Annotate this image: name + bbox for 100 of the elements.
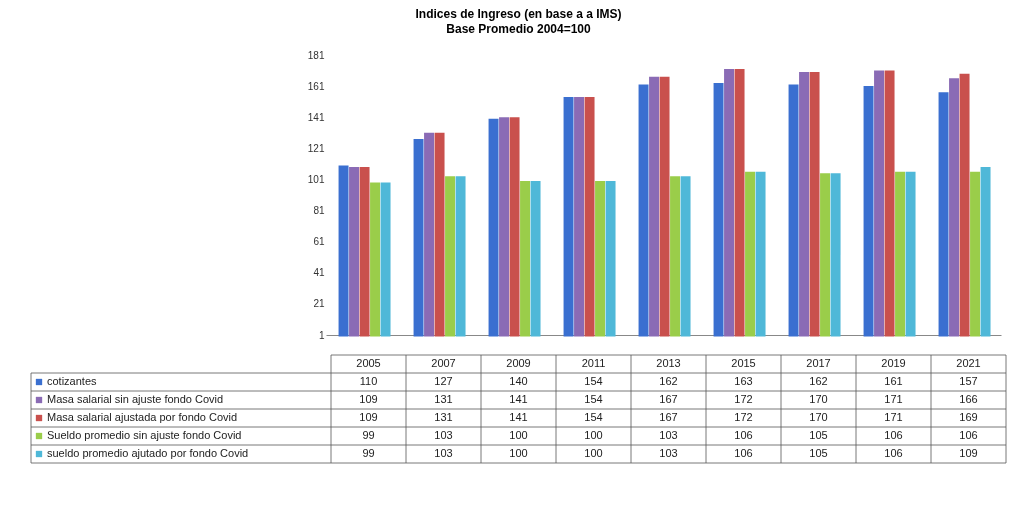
bar <box>659 76 670 337</box>
data-label: 100 <box>509 429 528 441</box>
bar <box>380 182 391 337</box>
bar <box>530 181 541 337</box>
data-label: 109 <box>959 447 978 459</box>
bar <box>595 181 606 337</box>
chart-title: Indices de Ingreso (en base a a IMS) <box>415 7 622 21</box>
x-tick-label: 2009 <box>506 357 531 369</box>
data-label: 162 <box>809 375 828 387</box>
x-tick-label: 2011 <box>581 357 606 369</box>
data-label: 100 <box>584 429 603 441</box>
bar <box>509 117 520 337</box>
y-tick-label: 61 <box>313 236 325 248</box>
data-label: 106 <box>884 447 903 459</box>
bar <box>359 167 370 337</box>
bar <box>574 97 585 337</box>
data-label: 163 <box>734 375 753 387</box>
bar <box>905 171 916 337</box>
data-label: 167 <box>659 411 678 423</box>
bar <box>799 72 810 337</box>
data-label: 103 <box>659 429 678 441</box>
legend-label: Sueldo promedio sin ajuste fondo Covid <box>47 429 242 441</box>
data-label: 172 <box>734 393 753 405</box>
y-tick-label: 181 <box>307 49 325 61</box>
data-label: 166 <box>959 393 978 405</box>
data-label: 100 <box>584 447 603 459</box>
bar <box>884 70 895 337</box>
data-label: 127 <box>434 375 453 387</box>
legend-label: cotizantes <box>47 375 98 387</box>
bar <box>424 132 435 337</box>
data-label: 106 <box>959 429 978 441</box>
y-tick-label: 161 <box>307 80 325 92</box>
data-label: 154 <box>584 411 603 423</box>
data-label: 162 <box>659 375 678 387</box>
bar <box>455 176 466 337</box>
bar <box>563 97 574 337</box>
data-label: 105 <box>809 447 828 459</box>
y-tick-label: 41 <box>313 267 325 279</box>
bar <box>713 83 724 337</box>
bar <box>584 97 595 337</box>
data-label: 106 <box>734 447 753 459</box>
bar <box>970 171 981 337</box>
data-label: 172 <box>734 411 753 423</box>
bar <box>830 173 841 337</box>
data-label: 167 <box>659 393 678 405</box>
bar <box>680 176 691 337</box>
y-tick-label: 81 <box>313 205 325 217</box>
data-label: 105 <box>809 429 828 441</box>
y-tick-label: 101 <box>307 173 325 185</box>
bar <box>434 132 445 337</box>
data-label: 100 <box>509 447 528 459</box>
bar <box>670 176 681 337</box>
data-label: 103 <box>434 429 453 441</box>
bar <box>724 69 735 337</box>
data-label: 154 <box>584 375 603 387</box>
x-tick-label: 2021 <box>956 357 981 369</box>
data-label: 103 <box>434 447 453 459</box>
y-tick-label: 1 <box>318 329 325 341</box>
y-tick-label: 21 <box>313 298 325 310</box>
chart-subtitle: Base Promedio 2004=100 <box>446 22 592 36</box>
y-tick-label: 141 <box>307 111 325 123</box>
data-label: 170 <box>809 393 828 405</box>
data-label: 141 <box>509 393 528 405</box>
x-tick-label: 2007 <box>431 357 456 369</box>
bar <box>745 171 756 337</box>
data-label: 171 <box>884 411 903 423</box>
bar <box>788 84 799 337</box>
bar <box>370 182 381 337</box>
legend-label: sueldo promedio ajutado por fondo Covid <box>47 447 249 459</box>
bar <box>413 139 424 337</box>
data-label: 161 <box>884 375 903 387</box>
data-label: 170 <box>809 411 828 423</box>
bar <box>734 69 745 337</box>
bar <box>895 171 906 337</box>
data-label: 109 <box>359 411 378 423</box>
bar <box>638 84 649 337</box>
bar <box>863 86 874 337</box>
data-label: 141 <box>509 411 528 423</box>
bar <box>649 76 660 337</box>
data-label: 171 <box>884 393 903 405</box>
data-label: 154 <box>584 393 603 405</box>
x-tick-label: 2013 <box>656 357 681 369</box>
bar <box>809 72 820 337</box>
y-tick-label: 121 <box>307 142 325 154</box>
bar <box>949 78 960 337</box>
data-label: 99 <box>362 447 375 459</box>
x-tick-label: 2019 <box>881 357 906 369</box>
bar <box>605 181 616 337</box>
bar <box>445 176 456 337</box>
x-tick-label: 2015 <box>731 357 756 369</box>
data-label: 131 <box>434 411 453 423</box>
bar <box>338 165 349 337</box>
bar <box>520 181 531 337</box>
data-label: 169 <box>959 411 978 423</box>
bar <box>959 73 970 337</box>
data-label: 110 <box>359 375 378 387</box>
legend-label: Masa salarial sin ajuste fondo Covid <box>47 393 224 405</box>
bar <box>755 171 766 337</box>
data-label: 140 <box>509 375 528 387</box>
data-label: 157 <box>959 375 978 387</box>
